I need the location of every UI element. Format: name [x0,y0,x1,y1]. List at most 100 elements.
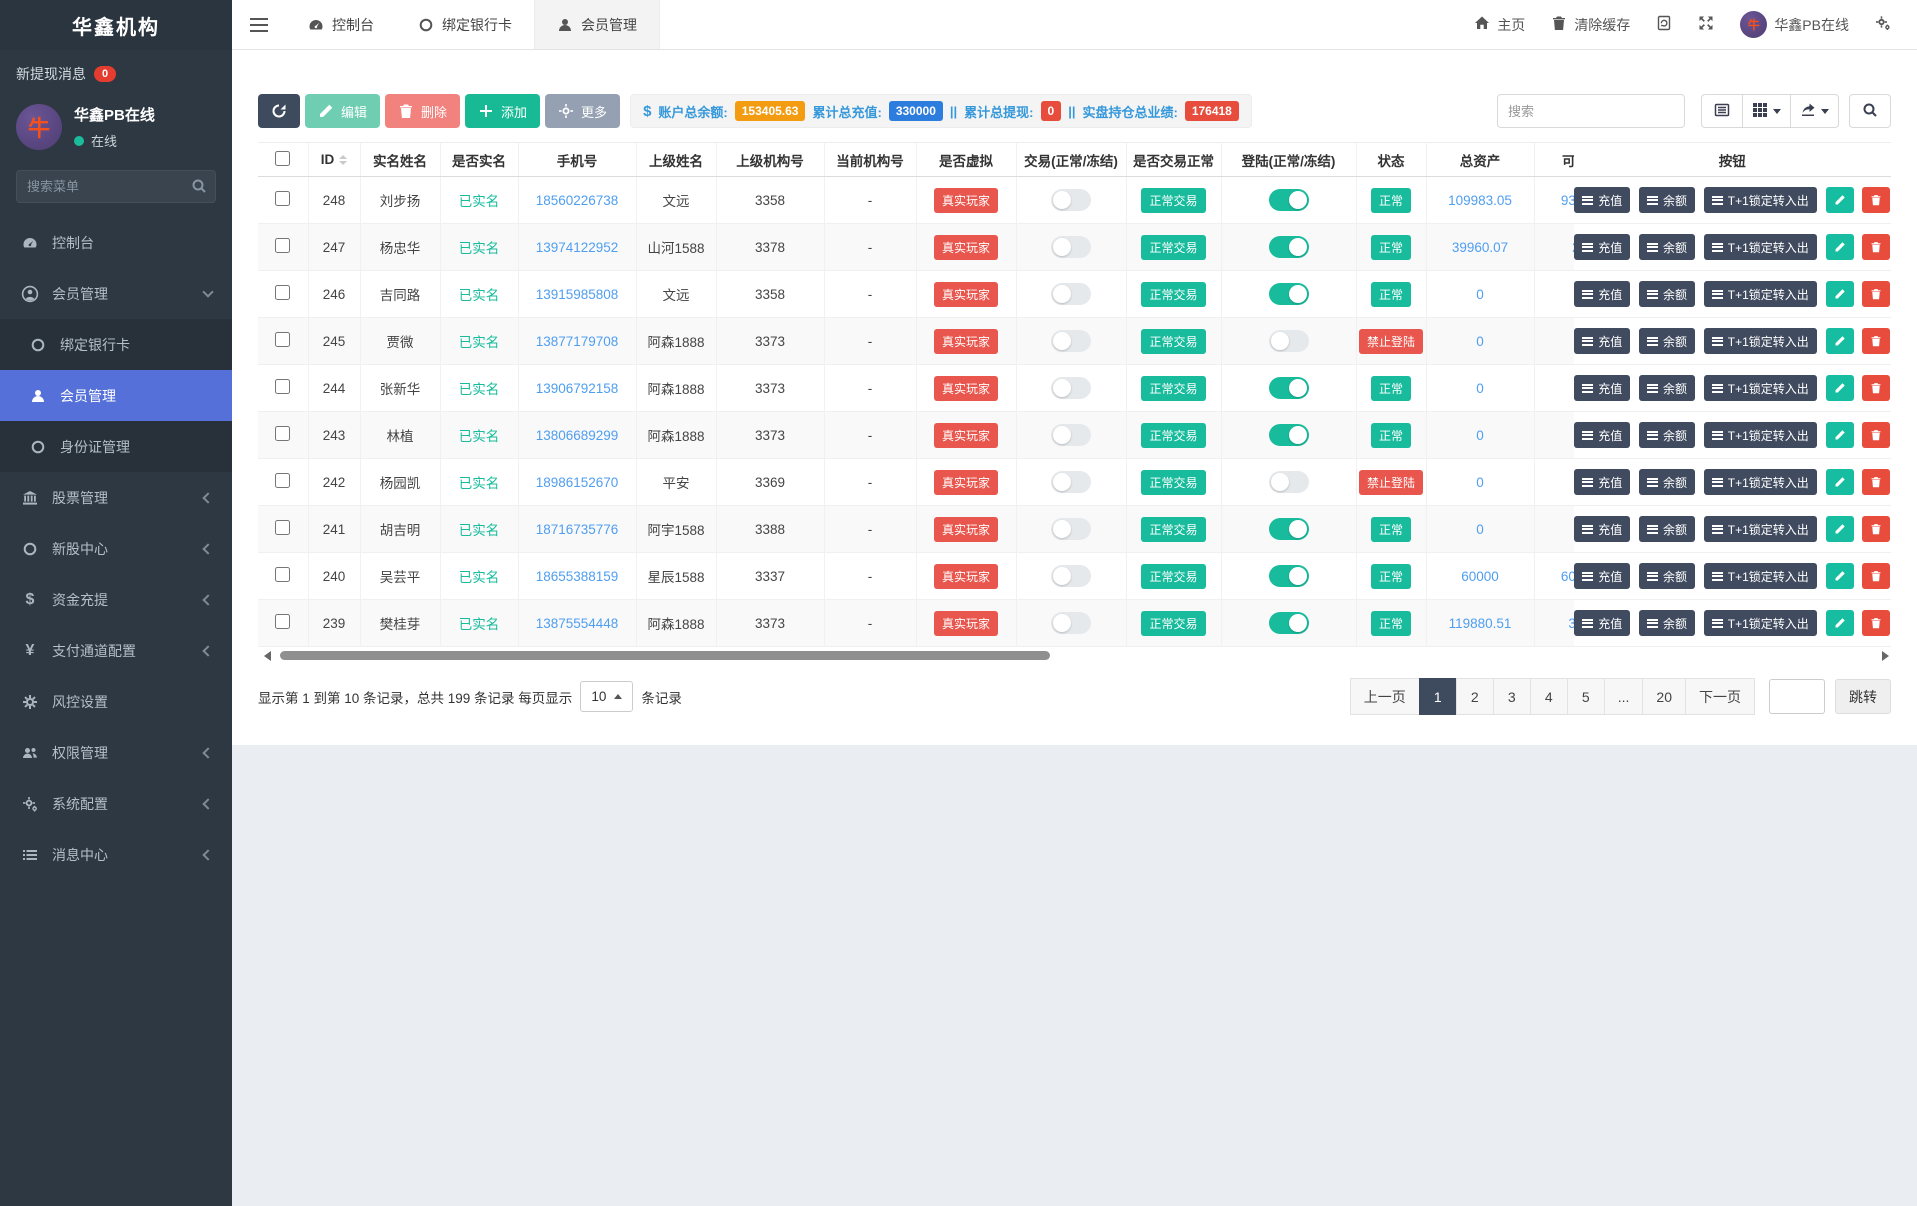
phone-link[interactable]: 13906792158 [518,364,637,412]
sidebar-item-member-management[interactable]: 会员管理 [0,370,232,421]
sidebar-item-payment-channel[interactable]: ¥ 支付通道配置 [0,625,232,676]
phone-link[interactable]: 13806689299 [518,411,637,459]
recharge-button[interactable]: 充值 [1574,516,1631,542]
total-assets-link[interactable]: 0 [1426,411,1535,459]
more-button[interactable]: 更多 [545,94,621,128]
edit-row-button[interactable] [1825,516,1854,542]
refresh-page-button[interactable] [1656,15,1672,34]
t1-lock-transfer-button[interactable]: T+1锁定转入出 [1703,422,1817,448]
edit-row-button[interactable] [1825,187,1854,213]
sidebar-item-dashboard[interactable]: 控制台 [0,217,232,268]
phone-link[interactable]: 13877179708 [518,317,637,365]
delete-row-button[interactable] [1862,516,1891,542]
edit-row-button[interactable] [1825,610,1854,636]
recharge-button[interactable]: 充值 [1574,610,1631,636]
phone-link[interactable]: 18560226738 [518,176,637,224]
total-assets-link[interactable]: 0 [1426,458,1535,506]
settings-button[interactable] [1875,15,1891,34]
delete-row-button[interactable] [1862,187,1891,213]
clear-cache-button[interactable]: 清除缓存 [1551,15,1630,35]
menu-search-input[interactable] [16,170,216,203]
total-assets-link[interactable]: 0 [1426,364,1535,412]
sidebar-item-permissions[interactable]: 权限管理 [0,727,232,778]
edit-row-button[interactable] [1825,563,1854,589]
export-button[interactable] [1791,94,1839,128]
t1-lock-transfer-button[interactable]: T+1锁定转入出 [1703,281,1817,307]
virtual-toggle[interactable] [1051,283,1091,305]
delete-row-button[interactable] [1862,610,1891,636]
phone-link[interactable]: 18986152670 [518,458,637,506]
edit-button[interactable]: 编辑 [305,94,381,128]
page-button-20[interactable]: 20 [1642,678,1686,715]
balance-button[interactable]: 余额 [1638,328,1695,354]
recharge-button[interactable]: 充值 [1574,422,1631,448]
sidebar-item-message-center[interactable]: 消息中心 [0,829,232,880]
total-assets-link[interactable]: 60000 [1426,552,1535,600]
row-checkbox[interactable] [275,567,291,582]
sidebar-toggle-button[interactable] [232,0,286,49]
sidebar-item-funds[interactable]: $ 资金充提 [0,574,232,625]
recharge-button[interactable]: 充值 [1574,469,1631,495]
recharge-button[interactable]: 充值 [1574,234,1631,260]
recharge-button[interactable]: 充值 [1574,328,1631,354]
t1-lock-transfer-button[interactable]: T+1锁定转入出 [1703,187,1817,213]
delete-row-button[interactable] [1862,469,1891,495]
balance-button[interactable]: 余额 [1638,469,1695,495]
t1-lock-transfer-button[interactable]: T+1锁定转入出 [1703,375,1817,401]
total-assets-link[interactable]: 0 [1426,270,1535,318]
t1-lock-transfer-button[interactable]: T+1锁定转入出 [1703,234,1817,260]
phone-link[interactable]: 13974122952 [518,223,637,271]
sidebar-item-members[interactable]: 会员管理 [0,268,232,319]
virtual-toggle[interactable] [1051,612,1091,634]
sidebar-item-bind-bankcard[interactable]: 绑定银行卡 [0,319,232,370]
scroll-right-arrow[interactable] [1882,651,1889,661]
sidebar-item-system-config[interactable]: 系统配置 [0,778,232,829]
select-all-checkbox[interactable] [275,150,291,166]
jump-button[interactable]: 跳转 [1835,679,1891,714]
horizontal-scrollbar[interactable] [258,650,1891,662]
virtual-toggle[interactable] [1051,189,1091,211]
virtual-toggle[interactable] [1051,377,1091,399]
column-header-id[interactable]: ID [308,142,361,177]
user-menu[interactable]: 牛 华鑫PB在线 [1740,11,1849,38]
login-toggle[interactable] [1268,518,1309,540]
virtual-toggle[interactable] [1051,424,1091,446]
t1-lock-transfer-button[interactable]: T+1锁定转入出 [1703,469,1817,495]
balance-button[interactable]: 余额 [1638,516,1695,542]
virtual-toggle[interactable] [1051,518,1091,540]
row-checkbox[interactable] [275,238,291,253]
balance-button[interactable]: 余额 [1638,234,1695,260]
row-checkbox[interactable] [275,285,291,300]
total-assets-link[interactable]: 0 [1426,317,1535,365]
sidebar-item-new-stock-center[interactable]: 新股中心 [0,523,232,574]
total-assets-link[interactable]: 0 [1426,505,1535,553]
table-search-input[interactable] [1497,94,1685,128]
jump-page-input[interactable] [1769,679,1825,714]
recharge-button[interactable]: 充值 [1574,375,1631,401]
virtual-toggle[interactable] [1051,471,1091,493]
row-checkbox[interactable] [275,191,291,206]
delete-row-button[interactable] [1862,234,1891,260]
refresh-button[interactable] [258,94,300,128]
grid-view-button[interactable] [1743,94,1791,128]
delete-row-button[interactable] [1862,375,1891,401]
login-toggle[interactable] [1268,189,1309,211]
row-checkbox[interactable] [275,332,291,347]
balance-button[interactable]: 余额 [1638,375,1695,401]
balance-button[interactable]: 余额 [1638,422,1695,448]
delete-row-button[interactable] [1862,328,1891,354]
t1-lock-transfer-button[interactable]: T+1锁定转入出 [1703,328,1817,354]
login-toggle[interactable] [1268,236,1309,258]
edit-row-button[interactable] [1825,469,1854,495]
total-assets-link[interactable]: 119880.51 [1426,599,1535,647]
edit-row-button[interactable] [1825,328,1854,354]
sidebar-item-risk-control[interactable]: 风控设置 [0,676,232,727]
edit-row-button[interactable] [1825,375,1854,401]
balance-button[interactable]: 余额 [1638,610,1695,636]
virtual-toggle[interactable] [1051,236,1091,258]
sidebar-item-idcard-management[interactable]: 身份证管理 [0,421,232,472]
tab-member-management[interactable]: 会员管理 [534,0,660,49]
scrollbar-thumb[interactable] [280,651,1050,660]
row-checkbox[interactable] [275,379,291,394]
login-toggle[interactable] [1268,424,1309,446]
